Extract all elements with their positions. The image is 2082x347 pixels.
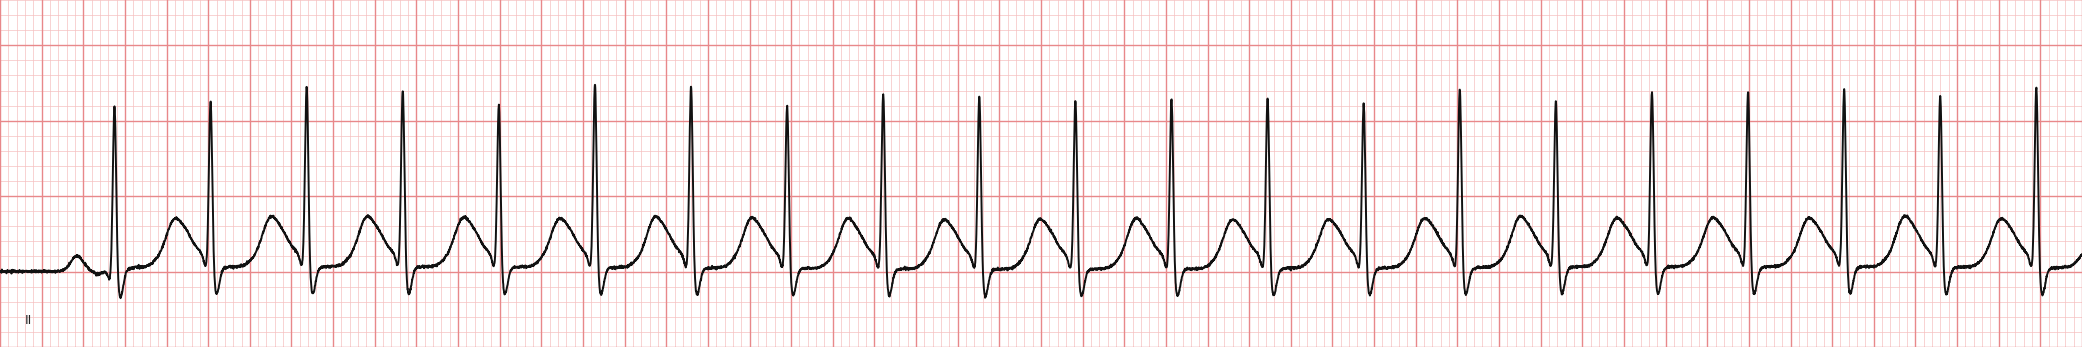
Text: II: II xyxy=(25,314,31,327)
